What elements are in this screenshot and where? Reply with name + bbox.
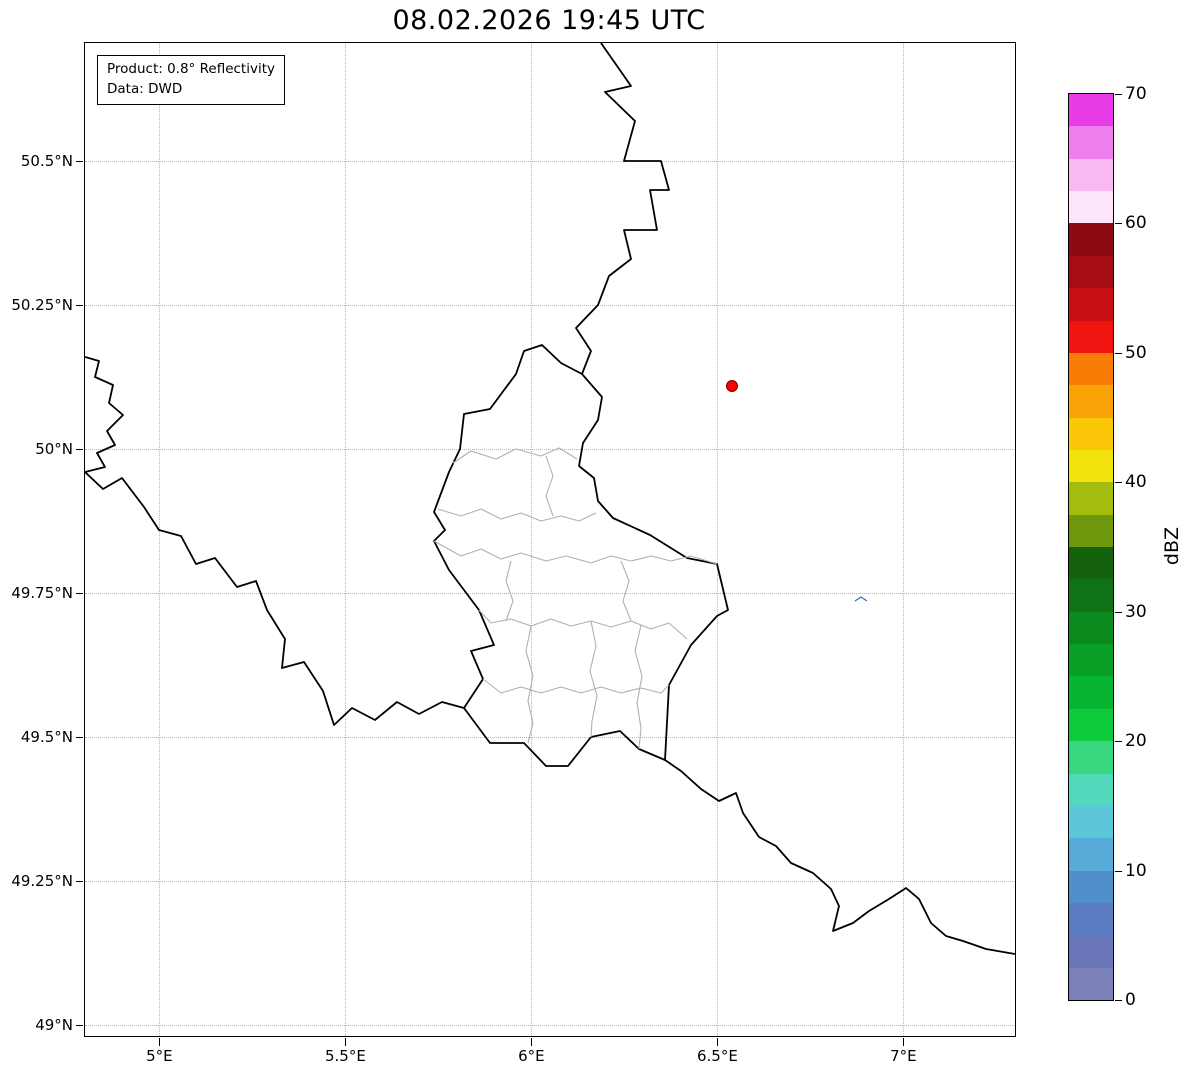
colorbar-segment [1069,94,1113,127]
gridline-lat [85,1025,1015,1027]
axis-tick-lat [76,881,83,883]
colorbar-segment [1069,126,1113,159]
colorbar-segment [1069,449,1113,483]
axis-tick-lat [76,593,83,595]
gridline-lon [717,43,719,1036]
colorbar: 70 60 50 40 30 20 10 0 [1068,84,1147,1010]
gridline-lat [85,593,1015,595]
gridline-lat [85,305,1015,307]
colorbar-tick-label: 10 [1125,860,1147,881]
gridline-lon [903,43,905,1036]
canton-borders [433,447,718,750]
product-info-line: Product: 0.8° Reflectivity [107,61,275,77]
colorbar-segment [1069,644,1113,677]
figure-title: 08.02.2026 19:45 UTC [392,5,706,36]
gridline-lat [85,881,1015,883]
colorbar-segment [1069,223,1113,256]
border-france-germany [664,759,1015,955]
colorbar-tick [1115,94,1122,95]
colorbar-segment [1069,773,1113,806]
gridline-lon [531,43,533,1036]
river-segment [854,596,868,602]
lat-tick-label: 50.5°N [20,152,73,171]
lat-tick-label: 50°N [35,440,73,459]
colorbar-segment [1069,417,1113,450]
colorbar-segment [1069,708,1113,742]
colorbar-segment [1069,514,1113,548]
gridline-lat [85,449,1015,451]
colorbar-segment [1069,482,1113,515]
colorbar-segment [1069,385,1113,418]
product-info-box: Product: 0.8° Reflectivity Data: DWD [97,55,285,106]
colorbar-segment [1069,902,1113,936]
axis-tick-lon [159,1038,161,1046]
axis-tick-lon [903,1038,905,1046]
lon-tick-label: 7°E [890,1047,917,1065]
axis-tick-lon [717,1038,719,1046]
data-source-line: Data: DWD [107,80,183,97]
colorbar-tick [1115,870,1122,872]
lat-tick-label: 49.5°N [20,728,73,747]
lat-tick-label: 50.25°N [11,296,73,315]
lon-tick-label: 6°E [518,1047,545,1065]
colorbar-tick [1115,482,1122,484]
colorbar-segment [1069,547,1113,580]
lat-tick-label: 49.25°N [11,872,73,891]
colorbar-tick [1115,741,1122,743]
colorbar-segment [1069,838,1113,871]
colorbar-segment [1069,158,1113,192]
colorbar-tick-label: 0 [1125,990,1136,1010]
colorbar-segment [1069,611,1113,645]
colorbar-tick-label: 60 [1125,213,1147,234]
border-france-belgium [85,356,465,726]
lon-tick-label: 6.5°E [696,1047,738,1065]
gridline-lon [159,43,161,1036]
colorbar-tick-label: 70 [1125,84,1147,104]
gridline-lat [85,737,1015,739]
lon-tick-label: 5.5°E [324,1047,366,1065]
lat-tick-label: 49.75°N [11,584,73,603]
axis-tick-lat [76,161,83,163]
colorbar-tick [1115,223,1122,225]
axis-tick-lat [76,1025,83,1027]
colorbar-segment [1069,320,1113,353]
lat-tick-label: 49°N [35,1016,73,1035]
colorbar-segment [1069,191,1113,224]
gridline-lat [85,161,1015,163]
map-plot: Product: 0.8° Reflectivity Data: DWD 5°E… [11,42,1016,1065]
axis-tick-lat [76,449,83,451]
colorbar-segment [1069,870,1113,903]
axis-tick-lon [531,1038,533,1046]
colorbar-tick-label: 20 [1125,731,1147,752]
colorbar-segments [1069,94,1113,1001]
axis-tick-lat [76,305,83,307]
map-canvas [85,43,1015,955]
colorbar-segment [1069,967,1113,1001]
colorbar-tick [1115,1000,1122,1001]
colorbar-segment [1069,935,1113,968]
border-luxembourg [433,344,729,767]
colorbar-tick-label: 50 [1125,342,1147,363]
axis-tick-lat [76,737,83,739]
colorbar-axis-label: dBZ [1161,526,1183,566]
radar-site-marker [726,380,738,392]
colorbar-tick [1115,352,1122,354]
colorbar-tick-label: 40 [1125,472,1147,493]
colorbar-segment [1069,288,1113,321]
colorbar-segment [1069,676,1113,709]
border-belgium-germany [575,43,670,375]
gridline-lon [345,43,347,1036]
colorbar-segment [1069,579,1113,612]
colorbar-segment [1069,741,1113,774]
colorbar-segment [1069,255,1113,289]
colorbar-tick-label: 30 [1125,601,1147,622]
colorbar-segment [1069,805,1113,839]
axis-tick-lon [345,1038,347,1046]
lon-tick-label: 5°E [146,1047,173,1065]
colorbar-segment [1069,352,1113,386]
colorbar-tick [1115,611,1122,613]
